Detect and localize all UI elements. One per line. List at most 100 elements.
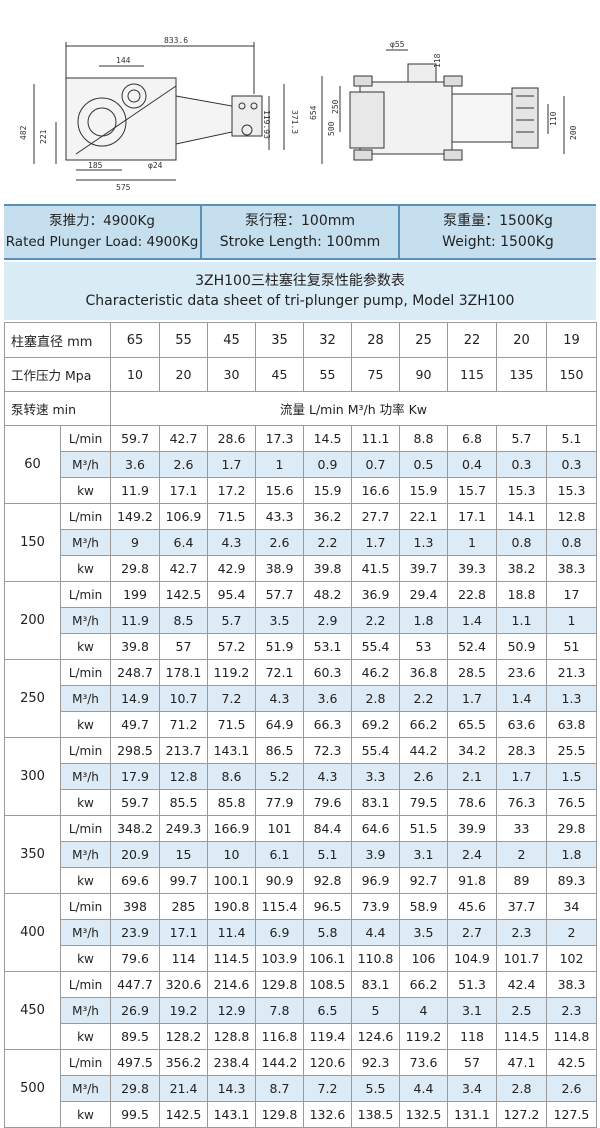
value-cell: 57.7 [255,581,304,608]
flow-power-header: 流量 L/min M³/h 功率 Kw [110,391,597,426]
speed-label: 泵转速 min [4,391,111,426]
value-cell: 16.6 [351,477,400,504]
unit-cell: kw [60,789,111,816]
value-cell: 3.6 [110,451,160,478]
value-cell: 53 [399,633,448,660]
value-cell: 142.5 [159,581,208,608]
value-cell: 42.9 [207,555,256,582]
svg-text:575: 575 [116,183,131,192]
value-cell: 1.7 [447,685,497,712]
svg-text:654: 654 [309,105,318,120]
value-cell: 249.3 [159,815,208,842]
table-row: kw 99.5 142.5 143.1 129.8 132.6 138.5 132.5 131.… [4,1101,597,1128]
value-cell: 128.2 [159,1023,208,1050]
value-cell: 63.8 [546,711,597,738]
value-cell: 12.8 [546,503,597,530]
value-cell: 58.9 [399,893,448,920]
value-cell: 77.9 [255,789,304,816]
value-cell: 25.5 [546,737,597,764]
spec-stroke-length: 泵行程：100mm Stroke Length: 100mm [202,206,400,258]
unit-cell: L/min [60,971,111,998]
value-cell: 8.8 [399,425,448,452]
value-cell: 143.1 [207,737,256,764]
value-cell: 106.1 [303,945,352,972]
unit-cell: L/min [60,581,111,608]
value-cell: 5.7 [496,425,547,452]
value-cell: 57.2 [207,633,256,660]
svg-text:482: 482 [19,125,28,140]
value-cell: 36.8 [399,659,448,686]
value-cell: 1.4 [496,685,547,712]
svg-text:110: 110 [549,111,558,126]
value-cell: 79.5 [399,789,448,816]
unit-cell: M³/h [60,841,111,868]
spec-zh: 泵行程：100mm [245,213,355,229]
value-cell: 0.5 [399,451,448,478]
value-cell: 66.2 [399,971,448,998]
value-cell: 114.5 [207,945,256,972]
value-cell: 6.4 [159,529,208,556]
table-row: kw 69.6 99.7 100.1 90.9 92.8 96.9 92.7 91.8 89 89.… [4,867,597,894]
spec-en: Weight: 1500Kg [442,234,554,250]
spec-en: Stroke Length: 100mm [219,234,381,250]
value-cell: 15.9 [399,477,448,504]
title-en: Characteristic data sheet of tri-plunger… [85,293,515,309]
value-cell: 47.1 [496,1049,547,1076]
value-cell: 4 [399,997,448,1024]
value-cell: 0.3 [546,451,597,478]
value-cell: 76.5 [546,789,597,816]
value-cell: 149.2 [110,503,160,530]
value-cell: 8.5 [159,607,208,634]
value-cell: 21.3 [546,659,597,686]
value-cell: 95.4 [207,581,256,608]
value-cell: 106 [399,945,448,972]
value-cell: 42.4 [496,971,547,998]
value-cell: 447.7 [110,971,160,998]
diameter-cell: 35 [255,322,304,358]
spec-plunger-load: 泵推力：4900Kg Rated Plunger Load: 4900Kg [4,206,202,258]
unit-cell: M³/h [60,529,111,556]
value-cell: 39.8 [110,633,160,660]
speed-cell: 300 [4,737,61,816]
value-cell: 4.3 [255,685,304,712]
table-row: 150 L/min 149.2 106.9 71.5 43.3 36.2 27.7 22.1 17… [4,503,597,582]
value-cell: 7.2 [207,685,256,712]
value-cell: 118 [447,1023,497,1050]
value-cell: 11.9 [110,477,160,504]
value-cell: 59.7 [110,425,160,452]
value-cell: 2.2 [303,529,352,556]
value-cell: 0.7 [351,451,400,478]
speed-cell: 60 [4,425,61,504]
value-cell: 1.5 [546,763,597,790]
value-cell: 28.3 [496,737,547,764]
table-row: M³/h 17.9 12.8 8.6 5.2 4.3 3.3 2.6 2.1 1.7 1.5 [4,763,597,790]
value-cell: 71.5 [207,503,256,530]
unit-cell: L/min [60,503,111,530]
value-cell: 2 [546,919,597,946]
value-cell: 114.8 [546,1023,597,1050]
value-cell: 78.6 [447,789,497,816]
value-cell: 69.2 [351,711,400,738]
value-cell: 59.7 [110,789,160,816]
value-cell: 214.6 [207,971,256,998]
unit-cell: kw [60,945,111,972]
value-cell: 119.4 [303,1023,352,1050]
value-cell: 1.7 [207,451,256,478]
unit-cell: M³/h [60,607,111,634]
svg-text:500: 500 [327,121,336,136]
value-cell: 28.5 [447,659,497,686]
value-cell: 108.5 [303,971,352,998]
value-cell: 3.5 [255,607,304,634]
value-cell: 38.9 [255,555,304,582]
value-cell: 17.9 [110,763,160,790]
unit-cell: L/min [60,737,111,764]
value-cell: 36.9 [351,581,400,608]
pressure-cell: 90 [399,357,448,392]
value-cell: 79.6 [303,789,352,816]
unit-cell: kw [60,555,111,582]
value-cell: 28.6 [207,425,256,452]
value-cell: 2.3 [496,919,547,946]
pressure-cell: 10 [110,357,160,392]
value-cell: 132.5 [399,1101,448,1128]
pressure-cell: 45 [255,357,304,392]
